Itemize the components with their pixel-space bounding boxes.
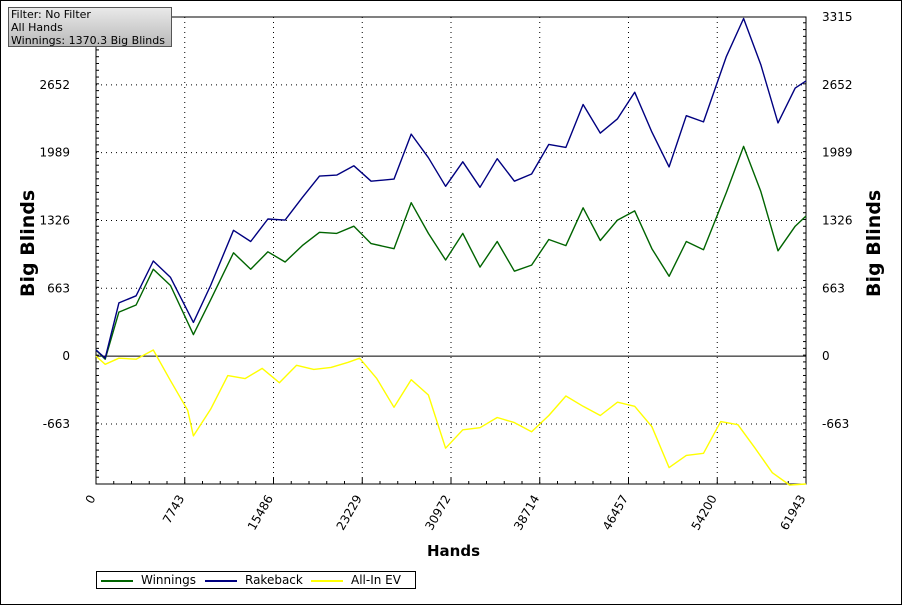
series-line-rakeback bbox=[95, 17, 807, 359]
plot-border bbox=[95, 16, 807, 485]
y-tick-label-left: 1326 bbox=[39, 213, 70, 227]
x-tick-label: 0 bbox=[83, 493, 99, 507]
info-box: Filter: No Filter All Hands Winnings: 13… bbox=[8, 7, 172, 47]
x-tick-label: 54200 bbox=[689, 493, 720, 533]
series-group bbox=[95, 17, 807, 486]
winnings-summary: Winnings: 1370.3 Big Blinds bbox=[11, 34, 165, 47]
hands-text: All Hands bbox=[11, 21, 63, 34]
y-axis-label-left: Big Blinds bbox=[17, 189, 39, 297]
x-tick-label: 46457 bbox=[600, 493, 631, 533]
x-tick-label: 7743 bbox=[160, 493, 187, 526]
y-axis-label-right: Big Blinds bbox=[863, 189, 885, 297]
x-tick-label: 23229 bbox=[334, 493, 365, 533]
x-axis-label: Hands bbox=[427, 542, 481, 560]
y-tick-label-left: 1989 bbox=[39, 146, 70, 160]
legend-swatch-rakeback bbox=[205, 580, 237, 582]
legend-label-allin-ev: All-In EV bbox=[351, 573, 401, 587]
axes bbox=[95, 16, 807, 485]
legend: Winnings Rakeback All-In EV bbox=[96, 571, 416, 589]
legend-swatch-winnings bbox=[101, 580, 133, 582]
filter-text: Filter: No Filter bbox=[11, 8, 91, 21]
legend-label-winnings: Winnings bbox=[141, 573, 196, 587]
y-tick-label-right: 1326 bbox=[822, 213, 853, 227]
y-tick-label-left: -663 bbox=[43, 417, 70, 431]
y-tick-label-left: 663 bbox=[47, 281, 70, 295]
series-line-winnings bbox=[95, 145, 807, 360]
x-tick-label: 61943 bbox=[777, 493, 808, 533]
x-tick-label: 30972 bbox=[422, 493, 453, 533]
y-tick-label-right: 1989 bbox=[822, 146, 853, 160]
y-tick-label-left: 0 bbox=[62, 349, 70, 363]
x-tick-label: 38714 bbox=[511, 493, 542, 533]
legend-label-rakeback: Rakeback bbox=[245, 573, 303, 587]
y-tick-label-right: 0 bbox=[822, 349, 830, 363]
x-tick-label: 15486 bbox=[245, 493, 276, 533]
y-tick-label-right: 3315 bbox=[822, 10, 853, 24]
legend-swatch-allin-ev bbox=[311, 580, 343, 582]
y-tick-label-right: 663 bbox=[822, 281, 845, 295]
series-line-all-in-ev bbox=[95, 349, 807, 486]
y-tick-label-right: -663 bbox=[822, 417, 849, 431]
y-tick-label-right: 2652 bbox=[822, 78, 853, 92]
y-tick-label-left: 2652 bbox=[39, 78, 70, 92]
